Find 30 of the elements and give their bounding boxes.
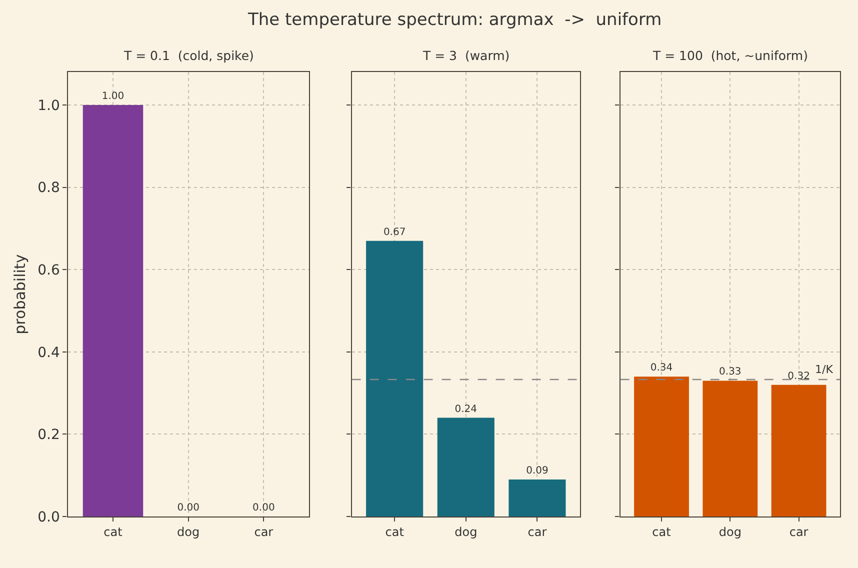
data-label: 0.24 [454,404,478,415]
data-label: 0.34 [650,362,673,374]
ref-line-label: 1/K [815,363,834,376]
y-tick-label: 0.0 [38,509,60,526]
chart-subtitle: T = 0.1 (cold, spike) [123,48,254,63]
x-tick-label: dog [718,525,742,540]
y-tick-label: 0.2 [38,427,60,444]
data-label: 0.09 [526,465,548,476]
x-tick-label: dog [177,525,200,540]
data-label: 0.00 [252,502,275,514]
y-tick-label: 0.6 [38,262,60,279]
data-label: 1.00 [102,91,124,102]
y-tick-label: 0.8 [38,180,60,196]
chart-subtitle: T = 100 (hot, ~uniform) [652,48,808,63]
text: The temperature spectrum: argmax -> uniform [247,10,662,30]
x-tick-label: cat [104,525,123,540]
x-tick-label: car [789,525,808,540]
x-tick-label: cat [385,525,404,540]
data-label: 0.32 [788,370,810,382]
x-tick-label: car [254,525,274,540]
y-tick-label: 0.4 [38,344,60,361]
y-tick-label: 1.0 [38,98,60,114]
chart-subtitle: T = 3 (warm) [422,48,510,63]
y-axis-title: probability [10,254,29,334]
x-tick-label: dog [454,525,478,540]
data-label: 0.33 [719,366,742,378]
x-tick-label: car [528,525,547,540]
data-label: 0.67 [383,226,406,238]
x-tick-label: cat [652,525,672,540]
data-label: 0.00 [177,502,200,514]
